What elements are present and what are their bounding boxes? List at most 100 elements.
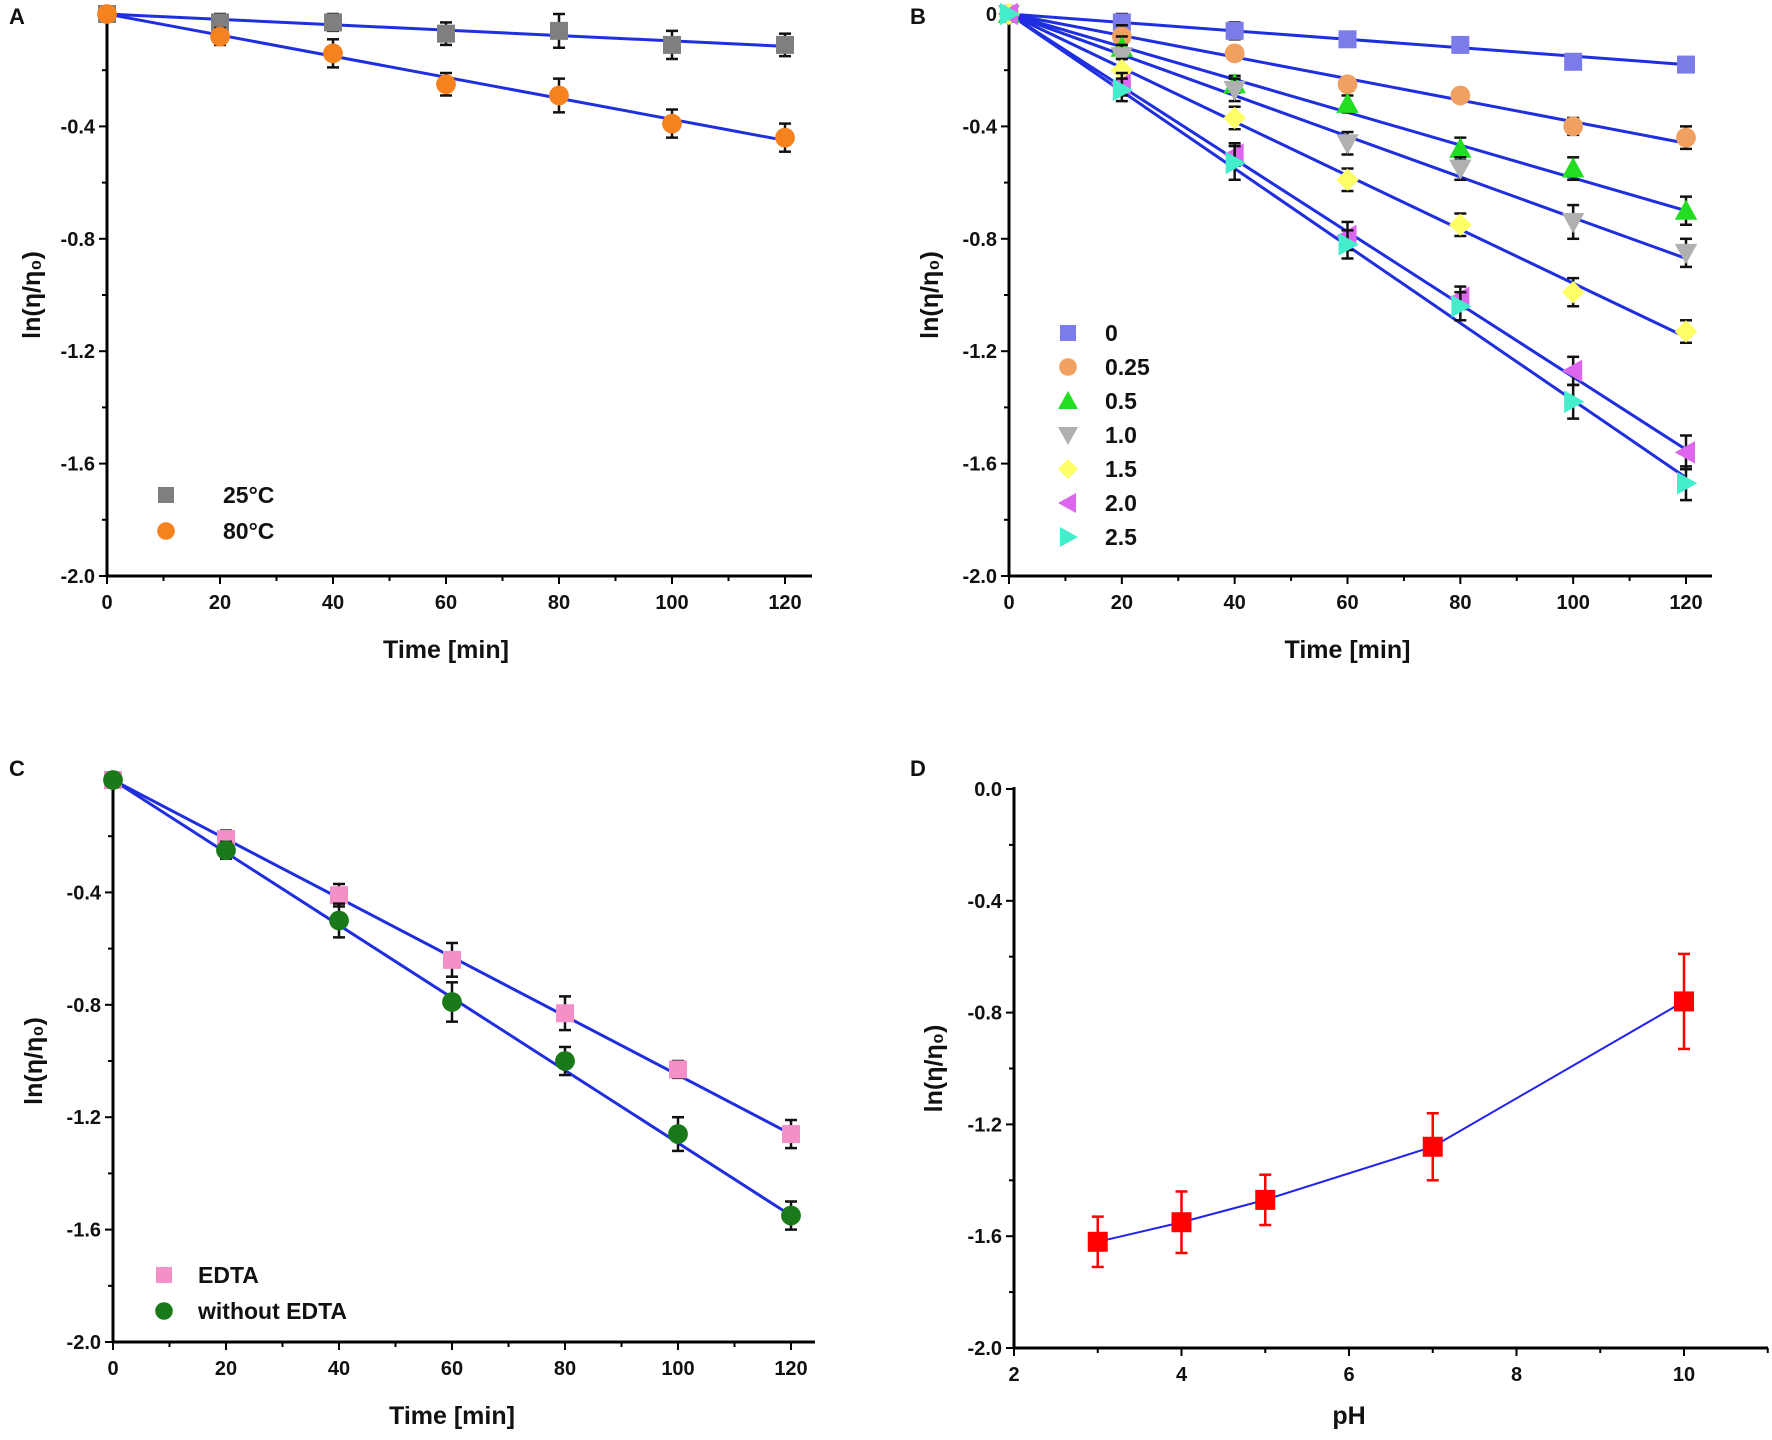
legend-marker [158,487,174,503]
data-point [1674,320,1698,343]
y-tick-label: -1.2 [61,341,95,363]
series-line [1097,1000,1685,1243]
x-tick-label: 80 [1449,592,1471,614]
x-axis-title: Time [min] [383,636,509,664]
y-tick-label: -1.2 [968,1114,1002,1136]
x-tick-label: 80 [554,1358,576,1380]
x-tick-label: 40 [1224,592,1246,614]
legend-label: 1.5 [1105,456,1137,482]
y-tick-label: -0.8 [968,1003,1002,1025]
data-point [1338,30,1357,49]
series-0 [1087,952,1694,1269]
legend-label: 0.5 [1105,388,1137,414]
legend: 0 0.25 0.5 1.0 1.5 2.0 2.5 [1058,320,1150,550]
data-point [1449,213,1472,236]
y-tick-label: -2.0 [67,1332,101,1354]
data-point [775,127,795,148]
x-tick-label: 40 [322,592,344,614]
chart-panel-D: D 2 4 6 8 10 0.0 -0.4 -0.8 -1.2 -1.6 -2.0 pH ln(η/η₀) [910,756,1769,1430]
data-point [443,950,461,969]
x-tick-label: 120 [768,592,801,614]
data-point [324,13,342,32]
x-tick-label: 60 [435,592,457,614]
legend-label: 80°C [223,518,274,544]
data-point [1561,280,1585,304]
x-tick-label: 8 [1511,1364,1522,1386]
data-point [1112,78,1134,102]
data-point [1223,106,1246,130]
x-tick-label: 20 [209,592,231,614]
data-point [1561,359,1583,383]
data-point [1564,390,1585,414]
data-point [776,35,794,54]
data-point [442,992,462,1012]
data-point [1338,233,1359,256]
x-axis-title: pH [1332,1402,1365,1430]
x-tick-label: 0 [101,592,112,614]
data-point [550,21,568,40]
legend-label: 0.25 [1105,354,1150,380]
y-tick-label: -2.0 [963,566,997,588]
x-axis-title: Time [min] [389,1402,515,1430]
data-point [1674,199,1698,220]
y-tick-label: -0.4 [61,116,96,138]
y-tick-label: -0.4 [968,891,1003,913]
data-point [1112,13,1131,32]
data-point [549,85,569,106]
legend-marker [1058,493,1076,513]
data-point [1450,85,1471,106]
x-tick-label: 100 [661,1358,694,1380]
data-point [663,35,681,54]
x-tick-label: 20 [1111,592,1133,614]
data-point [1337,74,1358,95]
x-tick-label: 6 [1343,1364,1354,1386]
series-2.5 [1000,2,1698,502]
chart-panel-C: C 0 20 40 60 80 100 120 -0.4 -0.8 -1.2 -1.6 -2.0 Time… [9,756,815,1430]
series-EDTA [104,771,800,1150]
legend-marker [1058,391,1078,409]
data-point [1223,80,1246,102]
data-point [1000,2,1021,26]
legend-label: without EDTA [197,1298,347,1324]
data-point [1224,43,1245,64]
y-tick-label: -1.6 [968,1226,1002,1248]
y-axis-title: ln(η/η₀) [920,1025,948,1113]
y-tick-label: -1.2 [67,1107,101,1129]
data-point [1225,151,1246,175]
y-tick-label: -0.8 [963,229,997,251]
legend-marker [1058,427,1078,445]
legend-label: 2.0 [1105,490,1137,516]
data-point [1561,157,1585,178]
data-point [97,4,117,24]
legend-label: 25°C [223,482,274,508]
legend-label: 1.0 [1105,422,1137,448]
data-point [1336,168,1359,192]
data-point [1449,137,1472,158]
data-point [437,24,455,43]
x-tick-label: 4 [1176,1364,1188,1386]
panel-label: A [9,4,25,29]
legend-label: 0 [1105,320,1118,346]
series-0 [1000,5,1695,74]
data-point [1110,47,1134,68]
x-tick-label: 0 [107,1358,118,1380]
x-tick-label: 40 [328,1358,350,1380]
data-point [1563,116,1584,137]
y-tick-label: 0 [986,4,997,26]
x-tick-label: 80 [548,592,570,614]
series-80°C [97,4,795,153]
legend-marker [1060,325,1076,341]
panel-label: C [9,756,25,781]
y-tick-label: -0.4 [963,116,998,138]
data-point [1336,134,1359,155]
y-axis-title: ln(η/η₀) [916,251,944,339]
x-axis-title: Time [min] [1285,636,1411,664]
data-point [1451,294,1472,318]
x-tick-label: 2 [1008,1364,1019,1386]
x-tick-label: 100 [655,592,688,614]
y-tick-label: -1.2 [963,341,997,363]
legend-marker [156,1267,172,1283]
chart-panel-B: B 0 20 40 60 80 100 120 0 -0.4 -0.8 -1.2 -1.6 -2.0 Tim… [910,2,1712,664]
legend-marker [1059,358,1077,376]
